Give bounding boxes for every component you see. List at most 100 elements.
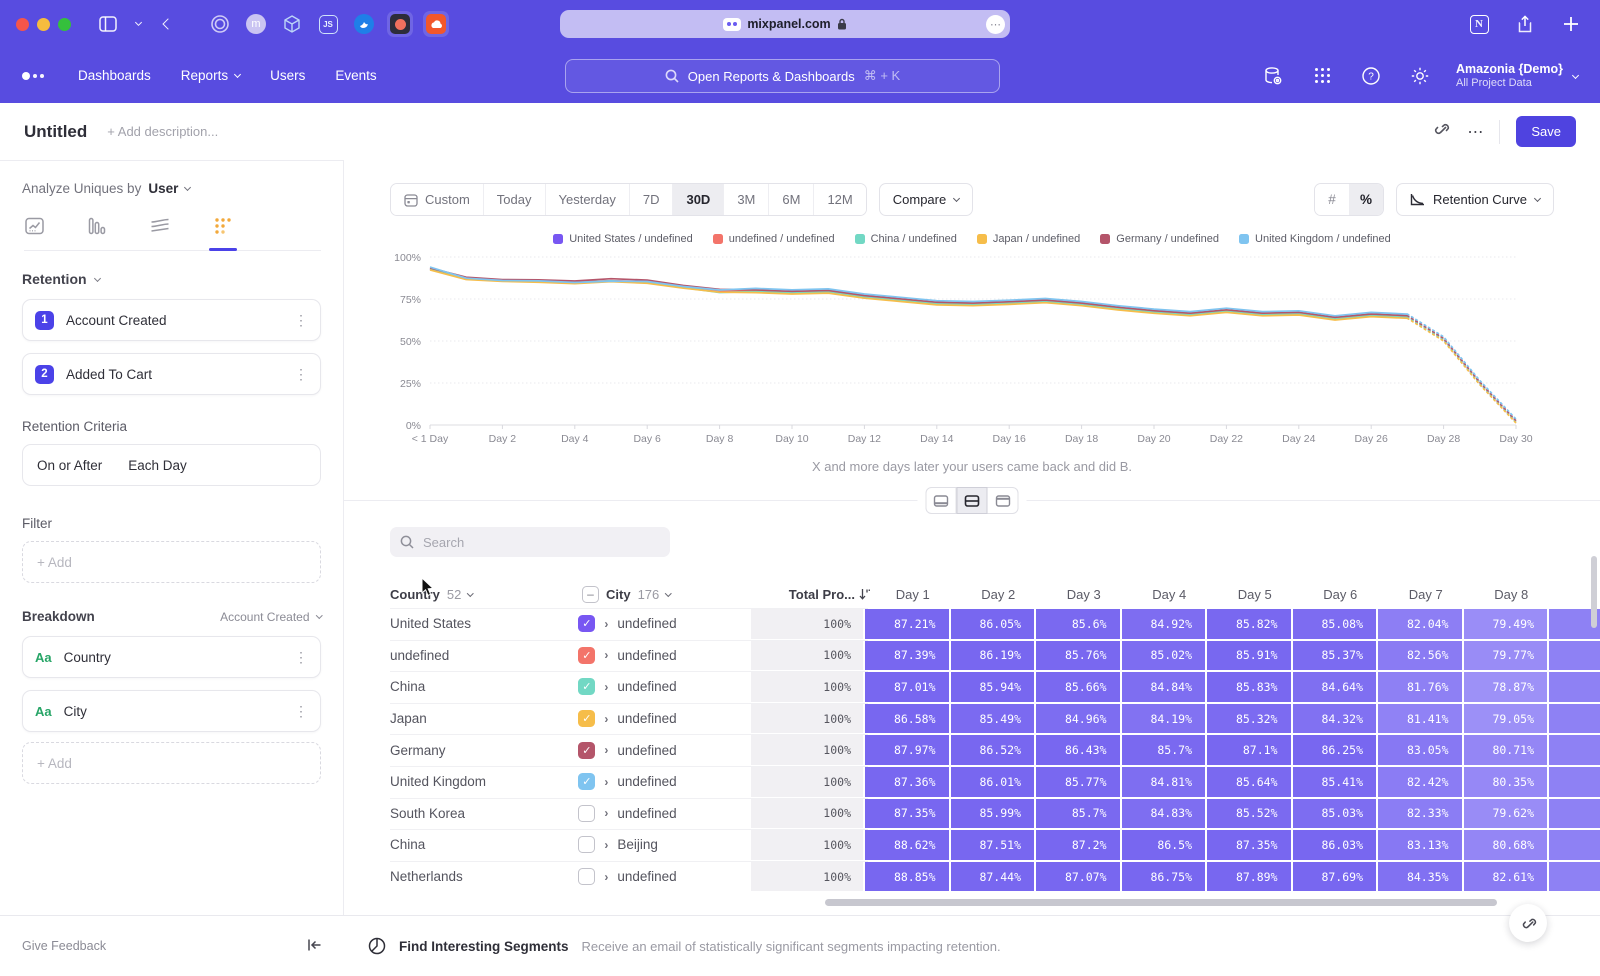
day-column-header[interactable]: Day 6 xyxy=(1323,586,1358,602)
retention-cell[interactable]: 79.49% xyxy=(1463,609,1547,639)
more-options-icon[interactable]: ⋯ xyxy=(1467,123,1484,141)
retention-cell[interactable]: 87.89% xyxy=(1207,861,1291,892)
retention-cell[interactable]: 84.32% xyxy=(1292,703,1376,734)
chart-only-view-icon[interactable] xyxy=(925,487,957,514)
retention-cell[interactable]: 79.62% xyxy=(1463,798,1547,829)
table-row[interactable]: undefined ✓ › undefined 100% 87.39% 86.19% 85.7… xyxy=(390,639,1600,672)
cube-icon[interactable] xyxy=(279,11,305,37)
nav-dashboards[interactable]: Dashboards xyxy=(78,68,151,83)
tab-retention[interactable] xyxy=(209,216,237,251)
select-all-checkbox[interactable]: – xyxy=(582,585,599,603)
retention-cell[interactable]: 87.1% xyxy=(1207,735,1291,765)
retention-cell[interactable]: 85.91% xyxy=(1207,640,1291,671)
expand-row-icon[interactable]: › xyxy=(604,869,609,884)
retention-cell[interactable]: 87.44% xyxy=(950,861,1034,892)
retention-cell[interactable]: 87.21% xyxy=(865,609,949,639)
retention-cell[interactable]: 86.52% xyxy=(950,735,1034,765)
chart-type-selector[interactable]: Retention Curve xyxy=(1396,183,1554,216)
expand-row-icon[interactable]: › xyxy=(604,806,609,821)
range-yesterday[interactable]: Yesterday xyxy=(545,184,630,215)
row-checkbox[interactable]: ✓ xyxy=(578,741,596,759)
save-button[interactable]: Save xyxy=(1516,116,1576,147)
retention-cell[interactable]: 85.82% xyxy=(1207,609,1291,639)
maximize-window-icon[interactable] xyxy=(58,17,71,31)
retention-cell[interactable]: 85.02% xyxy=(1121,640,1205,671)
range-12m[interactable]: 12M xyxy=(814,184,866,215)
retention-cell[interactable]: 85.83% xyxy=(1207,672,1291,702)
retention-curve-chart[interactable]: 0% 25% 50% 75% 100% < 1 Day Day 2 Day 4 Day 6 Day… xyxy=(384,247,1554,449)
retention-cell[interactable]: 82.61% xyxy=(1463,861,1547,892)
kebab-menu-icon[interactable]: ⋮ xyxy=(294,311,308,328)
day-column-header[interactable]: Day 5 xyxy=(1237,586,1272,602)
retention-cell[interactable]: 87.36% xyxy=(865,766,949,797)
row-checkbox[interactable]: ✓ xyxy=(578,678,596,696)
city-column-header[interactable]: – City 176 xyxy=(582,585,758,603)
apps-grid-icon[interactable] xyxy=(1309,63,1335,89)
retention-cell[interactable]: 85.6% xyxy=(1036,609,1120,639)
new-tab-icon[interactable] xyxy=(1558,11,1584,37)
back-icon[interactable] xyxy=(155,11,181,37)
retention-cell[interactable]: 87.97% xyxy=(865,735,949,765)
retention-cell[interactable]: 81.76% xyxy=(1378,672,1462,702)
expand-row-icon[interactable]: › xyxy=(604,774,609,789)
retention-cell[interactable]: 84.81% xyxy=(1121,766,1205,797)
retention-cell[interactable]: 86.75% xyxy=(1121,861,1205,892)
retention-cell[interactable]: 88.85% xyxy=(865,861,949,892)
retention-cell[interactable]: 82.42% xyxy=(1378,766,1462,797)
legend-item[interactable]: United States / undefined xyxy=(553,233,693,245)
share-icon[interactable] xyxy=(1512,11,1538,37)
table-row[interactable]: South Korea › undefined 100% 87.35% 85.99% 85.… xyxy=(390,797,1600,830)
project-selector[interactable]: Amazonia {Demo} All Project Data xyxy=(1456,62,1580,89)
range-custom[interactable]: Custom xyxy=(391,184,484,215)
retention-criteria-card[interactable]: On or After Each Day xyxy=(22,444,321,486)
global-search[interactable]: Open Reports & Dashboards ⌘ + K xyxy=(565,59,1000,93)
retention-cell[interactable]: 84.19% xyxy=(1121,703,1205,734)
tab-insights[interactable] xyxy=(24,216,44,236)
retention-cell[interactable]: 85.37% xyxy=(1292,640,1376,671)
retention-cell[interactable]: 87.39% xyxy=(865,640,949,671)
retention-cell[interactable]: 85.08% xyxy=(1292,609,1376,639)
legend-item[interactable]: undefined / undefined xyxy=(712,233,835,245)
retention-cell[interactable]: 85.7% xyxy=(1121,735,1205,765)
day-column-header[interactable]: Day 1 xyxy=(895,586,930,602)
retention-cell[interactable]: 84.92% xyxy=(1121,609,1205,639)
range-30d[interactable]: 30D xyxy=(673,184,725,215)
nav-events[interactable]: Events xyxy=(335,68,377,83)
retention-cell[interactable]: 81.41% xyxy=(1378,703,1462,734)
table-row[interactable]: United Kingdom ✓ › undefined 100% 87.36% 86.01… xyxy=(390,765,1600,798)
criteria-on-or-after[interactable]: On or After xyxy=(37,457,103,473)
range-6m[interactable]: 6M xyxy=(769,184,815,215)
retention-cell[interactable]: 85.76% xyxy=(1036,640,1120,671)
compare-button[interactable]: Compare xyxy=(878,183,974,216)
cloud-icon[interactable] xyxy=(423,11,449,37)
retention-cell[interactable]: 85.7% xyxy=(1036,798,1120,829)
row-checkbox[interactable] xyxy=(578,836,596,854)
retention-cell[interactable]: 84.83% xyxy=(1121,798,1205,829)
retention-cell[interactable]: 80.68% xyxy=(1463,830,1547,860)
copy-link-icon[interactable] xyxy=(1433,120,1451,143)
step-card-account-created[interactable]: 1 Account Created ⋮ xyxy=(22,299,321,341)
table-row[interactable]: Netherlands › undefined 100% 88.85% 87.44% 87.… xyxy=(390,860,1600,893)
country-column-header[interactable]: Country 52 xyxy=(390,587,582,602)
breakdown-card-country[interactable]: Aa Country ⋮ xyxy=(22,636,321,678)
percent-unit-button[interactable]: % xyxy=(1349,184,1384,215)
retention-cell[interactable]: 85.64% xyxy=(1207,766,1291,797)
table-row[interactable]: Japan ✓ › undefined 100% 86.58% 85.49% 84.96% 84… xyxy=(390,702,1600,735)
collapse-sidebar-icon[interactable] xyxy=(307,938,322,955)
sidebar-toggle-icon[interactable] xyxy=(95,11,121,37)
expand-row-icon[interactable]: › xyxy=(604,711,609,726)
retention-cell[interactable]: 82.04% xyxy=(1378,609,1462,639)
retention-cell[interactable]: 82.56% xyxy=(1378,640,1462,671)
retention-cell[interactable]: 87.51% xyxy=(950,830,1034,860)
retention-cell[interactable]: 80.35% xyxy=(1463,766,1547,797)
site-options-icon[interactable]: ⋯ xyxy=(986,14,1005,34)
table-row[interactable]: United States ✓ › undefined 100% 87.21% 86.05%… xyxy=(390,608,1600,640)
retention-cell[interactable]: 85.94% xyxy=(950,672,1034,702)
retention-cell[interactable]: 88.62% xyxy=(865,830,949,860)
retention-cell[interactable]: 85.49% xyxy=(950,703,1034,734)
address-bar[interactable]: mixpanel.com ⋯ xyxy=(560,10,1010,38)
table-search[interactable] xyxy=(390,527,670,557)
retention-cell[interactable]: 86.43% xyxy=(1036,735,1120,765)
retention-cell[interactable]: 87.07% xyxy=(1036,861,1120,892)
retention-cell[interactable]: 87.35% xyxy=(865,798,949,829)
